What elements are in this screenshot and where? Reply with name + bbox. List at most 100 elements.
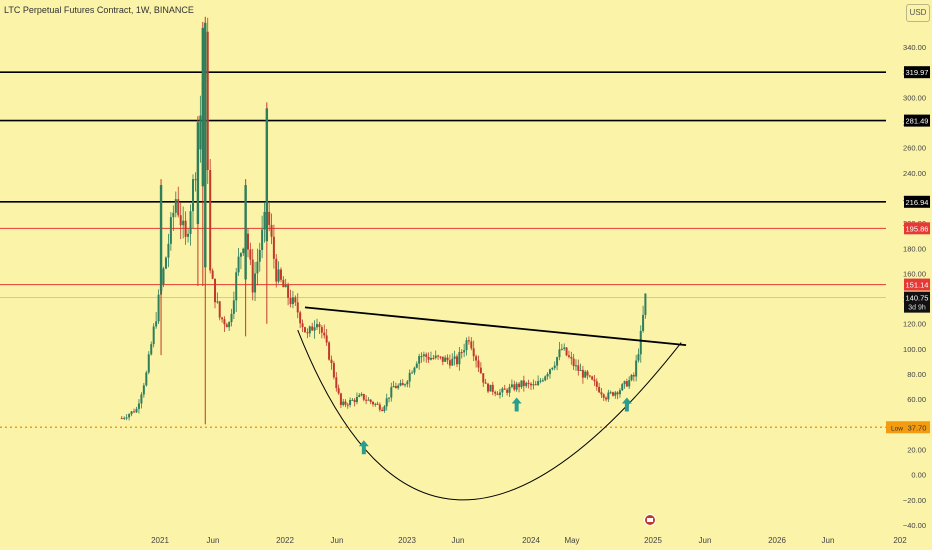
- up-arrow-icon: [621, 397, 632, 412]
- candle-body: [448, 360, 451, 366]
- candle-body: [639, 330, 642, 355]
- currency-button[interactable]: USD: [906, 4, 930, 22]
- candle-body: [460, 352, 463, 354]
- candle-body: [577, 365, 580, 371]
- candle-body: [201, 27, 205, 187]
- candle-body: [296, 302, 299, 313]
- y-tick-label: −40.00: [903, 521, 926, 530]
- candle-body: [383, 406, 386, 411]
- candle-body: [187, 233, 190, 237]
- candle-body: [223, 319, 226, 325]
- candle-body: [265, 108, 269, 242]
- x-tick-label: Jun: [699, 536, 712, 545]
- candle-body: [553, 365, 556, 368]
- candle-body: [164, 257, 167, 269]
- candle-body: [169, 217, 172, 244]
- price-tag-label: 319.97: [906, 68, 929, 77]
- candle-body: [399, 383, 402, 386]
- candle-body: [318, 324, 321, 328]
- up-arrow-icon: [511, 397, 522, 412]
- candle-body: [522, 380, 525, 387]
- candle-body: [611, 392, 614, 396]
- price-axis-background: [886, 0, 932, 550]
- candle-body: [182, 220, 185, 226]
- y-tick-label: 20.00: [907, 446, 926, 455]
- x-tick-label: 2022: [276, 536, 294, 545]
- candle-body: [614, 392, 617, 396]
- candle-body: [625, 381, 628, 387]
- candle-body: [272, 236, 275, 259]
- candle-body: [246, 233, 249, 250]
- candle-body: [556, 357, 559, 366]
- candle-body: [294, 297, 297, 303]
- x-tick-label: 2024: [522, 536, 540, 545]
- candle-body: [420, 356, 423, 358]
- candle-body: [371, 401, 374, 405]
- candle-body: [463, 350, 466, 353]
- candle-body: [551, 367, 554, 370]
- candle-body: [369, 399, 372, 402]
- candle-body: [598, 386, 601, 393]
- candle-body: [311, 326, 314, 331]
- y-tick-label: 100.00: [903, 345, 926, 354]
- candle-body: [174, 199, 177, 213]
- y-tick-label: −20.00: [903, 496, 926, 505]
- current-price-label: 140.75: [906, 294, 929, 303]
- current-price-tag-background: [904, 291, 930, 313]
- candle-body: [282, 279, 285, 288]
- candle-body: [323, 332, 326, 336]
- y-tick-label: 180.00: [903, 244, 926, 253]
- candle-body: [593, 379, 596, 382]
- candle-body: [376, 403, 379, 405]
- candle-body: [306, 332, 309, 334]
- candle-body: [518, 383, 521, 388]
- candle-body: [308, 326, 311, 334]
- candle-body: [206, 31, 209, 170]
- candle-body: [279, 269, 282, 280]
- candle-body: [392, 386, 395, 388]
- candle-body: [374, 403, 377, 405]
- candle-body: [184, 220, 187, 237]
- candle-body: [397, 385, 400, 389]
- horizontal-levels-layer: [0, 71, 904, 429]
- candle-body: [216, 301, 219, 303]
- candle-body: [632, 375, 635, 377]
- candle-body: [406, 381, 409, 385]
- countdown-label: 3d 9h: [908, 305, 926, 312]
- candle-body: [145, 372, 148, 386]
- candle-body: [591, 376, 594, 380]
- candle-body: [415, 363, 418, 368]
- candle-body: [635, 360, 638, 377]
- candle-body: [616, 392, 619, 395]
- candle-body: [444, 357, 447, 362]
- x-tick-label: 202: [893, 536, 907, 545]
- candle-body: [621, 384, 624, 391]
- y-tick-label: 80.00: [907, 370, 926, 379]
- candle-body: [432, 357, 435, 359]
- candle-body: [385, 398, 388, 407]
- drawings-layer: [297, 306, 687, 526]
- candle-body: [482, 373, 485, 383]
- candle-body: [503, 388, 506, 390]
- candle-body: [239, 253, 242, 257]
- candle-body: [135, 408, 138, 413]
- candle-body: [167, 243, 170, 258]
- candle-body: [287, 284, 290, 298]
- candle-body: [418, 356, 421, 364]
- candle-body: [150, 344, 153, 355]
- candle-body: [378, 404, 381, 410]
- low-tag-name: Low: [891, 425, 903, 432]
- candle-body: [390, 387, 393, 398]
- price-tag-label: 151.14: [906, 281, 929, 290]
- candle-body: [548, 369, 551, 375]
- candle-body: [367, 399, 370, 401]
- x-tick-label: May: [564, 536, 579, 545]
- time-axis[interactable]: 2021 Jun 2022 Jun 2023 Jun 2024 May 2025 Jun 2026 J…: [151, 536, 907, 545]
- candle-body: [358, 395, 361, 397]
- candle-body: [558, 349, 561, 358]
- x-tick-label: Jun: [822, 536, 835, 545]
- candle-body: [349, 399, 352, 406]
- cup-curve: [297, 329, 682, 501]
- candle-body: [404, 384, 407, 386]
